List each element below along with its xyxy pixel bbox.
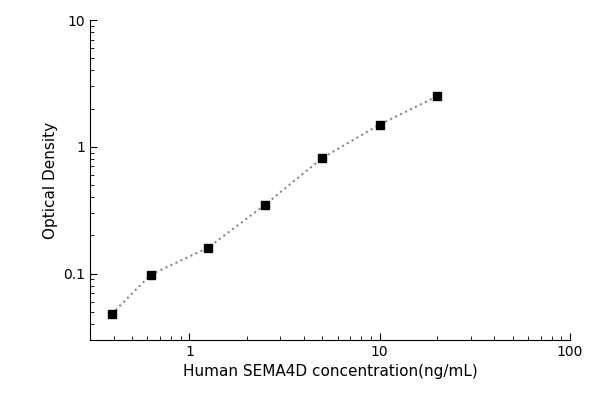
Y-axis label: Optical Density: Optical Density: [43, 122, 58, 238]
X-axis label: Human SEMA4D concentration(ng/mL): Human SEMA4D concentration(ng/mL): [182, 364, 478, 380]
